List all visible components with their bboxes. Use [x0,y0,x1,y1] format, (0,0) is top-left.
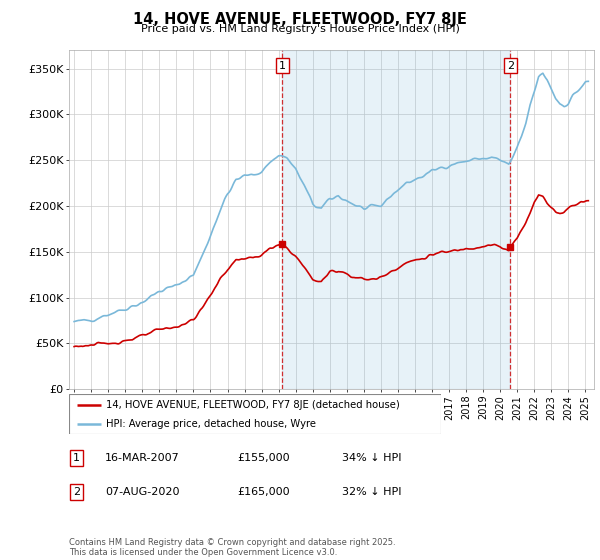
Text: 1: 1 [73,453,80,463]
Text: 16-MAR-2007: 16-MAR-2007 [105,453,180,463]
Text: 32% ↓ HPI: 32% ↓ HPI [342,487,401,497]
Text: 2: 2 [507,60,514,71]
Text: Price paid vs. HM Land Registry's House Price Index (HPI): Price paid vs. HM Land Registry's House … [140,24,460,34]
Text: 1: 1 [279,60,286,71]
Text: 07-AUG-2020: 07-AUG-2020 [105,487,179,497]
Text: 14, HOVE AVENUE, FLEETWOOD, FY7 8JE (detached house): 14, HOVE AVENUE, FLEETWOOD, FY7 8JE (det… [106,400,400,410]
Text: 2: 2 [73,487,80,497]
Text: Contains HM Land Registry data © Crown copyright and database right 2025.
This d: Contains HM Land Registry data © Crown c… [69,538,395,557]
Text: 34% ↓ HPI: 34% ↓ HPI [342,453,401,463]
Text: 14, HOVE AVENUE, FLEETWOOD, FY7 8JE: 14, HOVE AVENUE, FLEETWOOD, FY7 8JE [133,12,467,27]
Bar [282,50,511,389]
Text: £155,000: £155,000 [237,453,290,463]
Text: HPI: Average price, detached house, Wyre: HPI: Average price, detached house, Wyre [106,418,316,428]
Text: £165,000: £165,000 [237,487,290,497]
